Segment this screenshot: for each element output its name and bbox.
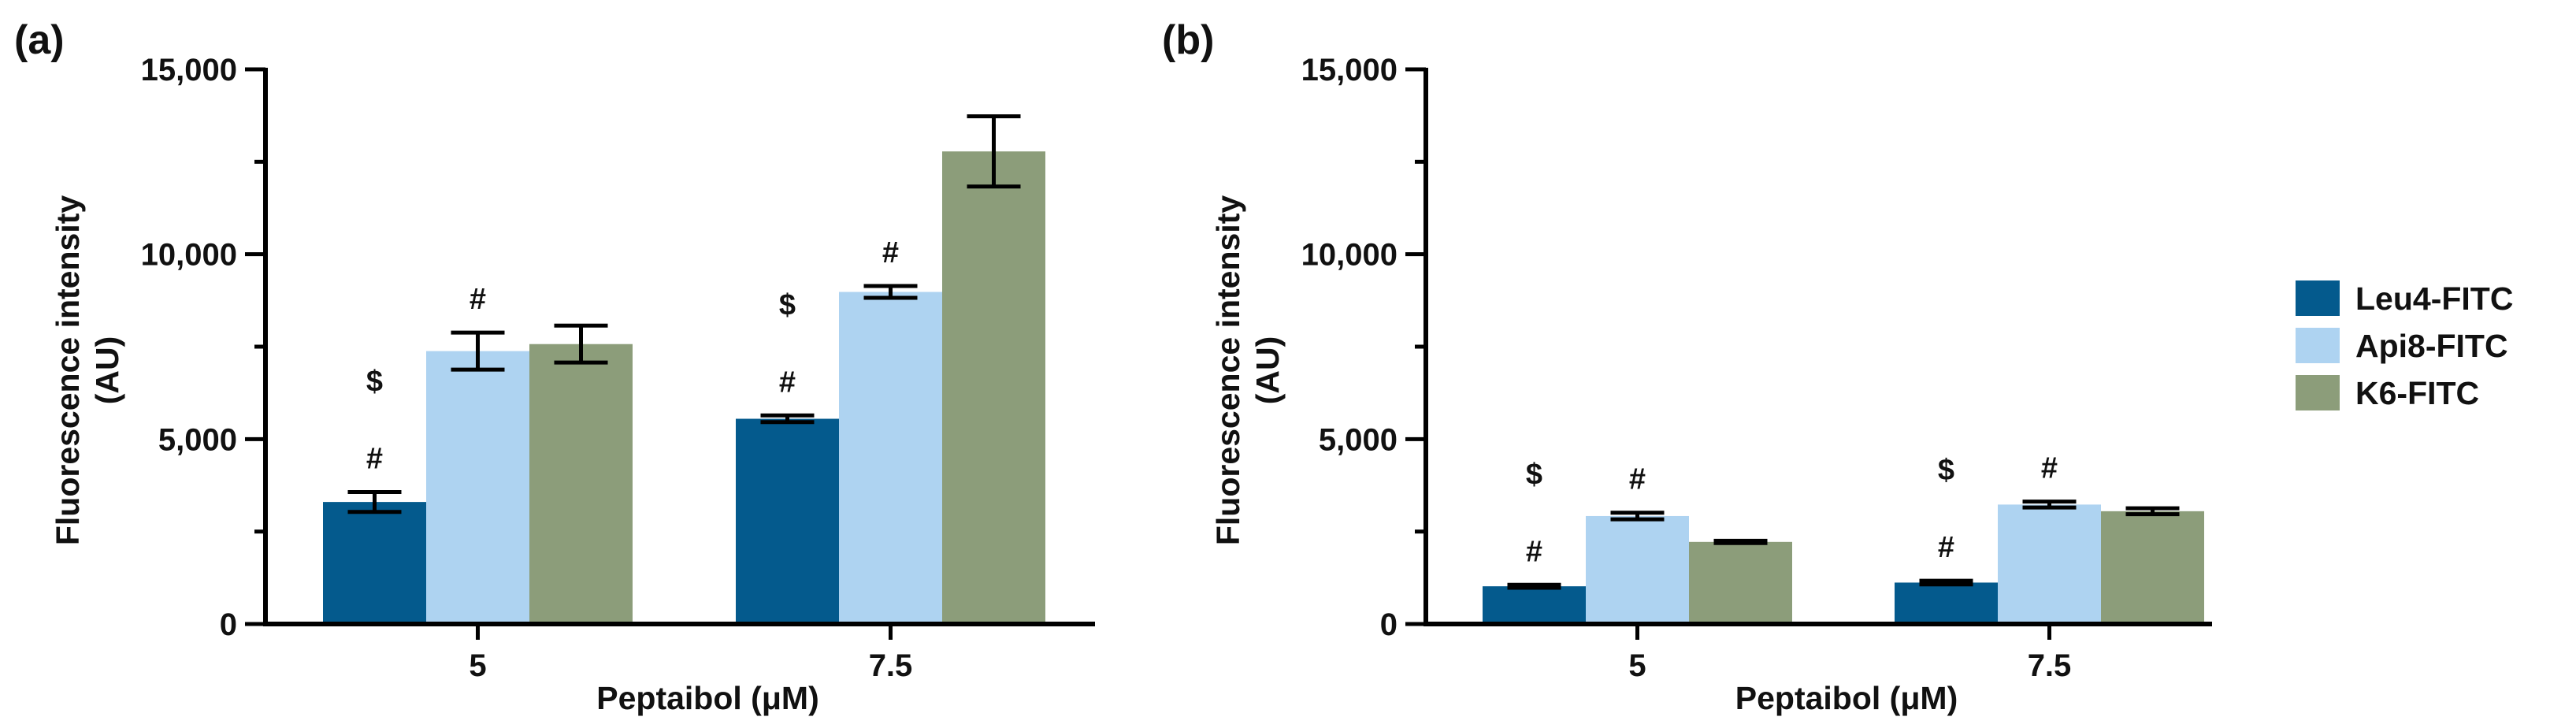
bar-leu4-fitc [1483,586,1586,624]
significance-hash: # [1526,535,1542,568]
bar-leu4-fitc [1895,582,1998,624]
significance-hash: # [470,283,486,316]
bar-api8-fitc [426,351,529,624]
bars: # $ # # $ # [1483,452,2204,624]
significance-dollar: $ [779,288,796,321]
y-tick-label: 0 [220,607,237,642]
x-tick-labels: 5 7.5 [1628,648,2071,683]
legend-swatch-k6 [2296,375,2340,410]
panel-label-a: (a) [14,17,65,63]
x-tick-labels: 5 7.5 [469,648,912,683]
axes [245,67,1095,640]
y-tick-label: 10,000 [1301,238,1397,273]
significance-hash: # [2041,452,2058,485]
legend-swatch-leu4 [2296,280,2340,316]
bar-api8-fitc [1586,515,1689,624]
significance-hash: # [779,366,796,399]
y-tick-label: 15,000 [141,53,237,87]
bar-k6-fitc [529,344,633,624]
x-axis-label: Peptaibol (μM) [596,680,818,716]
legend-label-k6: K6-FITC [2355,375,2479,411]
legend-swatch-api8 [2296,328,2340,363]
legend-label-leu4: Leu4-FITC [2355,280,2513,317]
panel-label-b: (b) [1162,17,1214,63]
x-axis-label: Peptaibol (μM) [1735,680,1958,716]
y-axis-label-line1: Fluorescence intensity [50,195,86,546]
y-tick-label: 0 [1380,607,1397,642]
legend: Leu4-FITC Api8-FITC K6-FITC [2296,280,2513,411]
y-axis-label-line1: Fluorescence intensity [1210,195,1246,546]
y-tick-label: 15,000 [1301,53,1397,87]
bar-k6-fitc [2101,511,2204,624]
y-tick-label: 10,000 [141,238,237,273]
bar-k6-fitc [942,151,1045,624]
y-tick-label: 5,000 [1319,422,1397,457]
significance-hash: # [366,442,383,475]
legend-label-api8: Api8-FITC [2355,328,2508,364]
x-tick-label: 5 [469,648,486,683]
bar-k6-fitc [1689,541,1792,624]
axes [1405,67,2212,640]
x-tick-label: 7.5 [2028,648,2072,683]
significance-dollar: $ [1938,454,1954,487]
y-tick-label: 5,000 [158,422,237,457]
significance-hash: # [1629,463,1646,496]
y-axis-label-line2: (AU) [89,336,125,405]
y-tick-labels: 0 5,000 10,000 15,000 [141,53,237,642]
significance-hash: # [1938,531,1954,564]
x-tick-label: 7.5 [869,648,913,683]
y-axis-label-line2: (AU) [1249,336,1286,405]
bars: # $ # # $ # [323,114,1045,624]
bar-api8-fitc [839,292,942,624]
x-tick-label: 5 [1628,648,1646,683]
bar-leu4-fitc [323,502,426,624]
y-tick-labels: 0 5,000 10,000 15,000 [1301,53,1397,642]
significance-dollar: $ [366,365,383,398]
bar-api8-fitc [1998,504,2101,624]
bar-leu4-fitc [736,418,839,624]
significance-hash: # [882,236,899,269]
significance-dollar: $ [1526,458,1542,491]
